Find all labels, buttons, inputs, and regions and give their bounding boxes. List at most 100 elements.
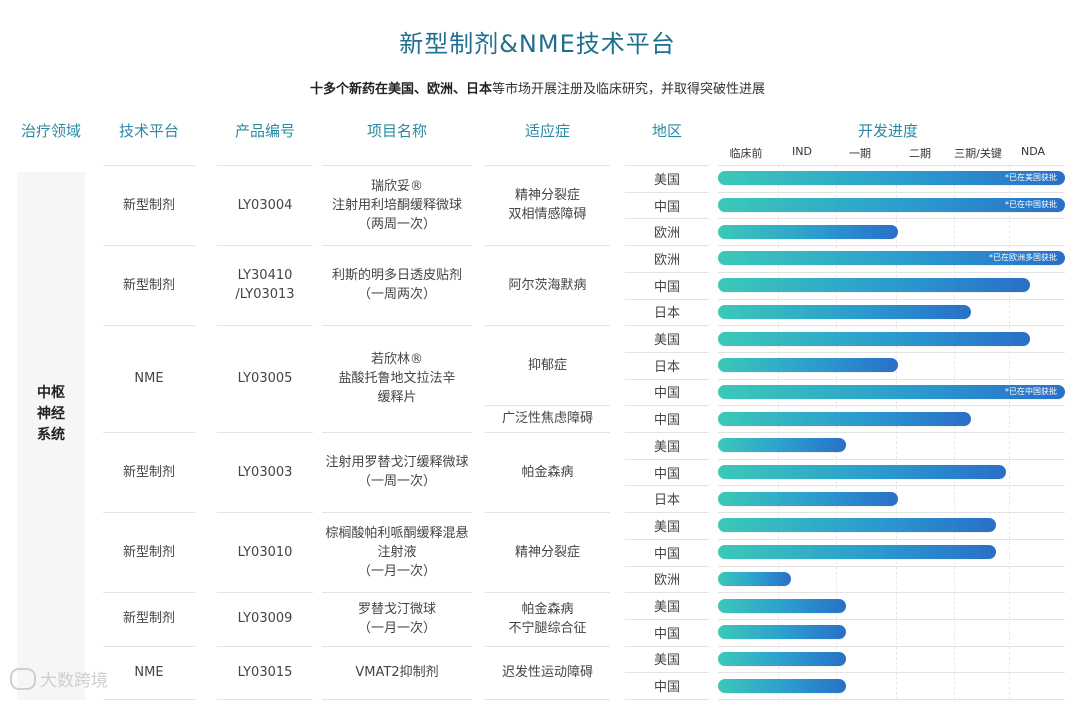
product-indication: 帕金森病 不宁腿综合征 — [508, 601, 587, 636]
region-label: 中国 — [653, 413, 680, 429]
header-platform: 技术平台 — [118, 122, 179, 140]
product-divider — [217, 512, 313, 514]
progress-bar: *已在欧洲多国获批 — [718, 251, 1065, 266]
approval-note: *已在中国获批 — [1005, 200, 1057, 210]
product-indication: 精神分裂症 双相情感障碍 — [508, 188, 587, 223]
stage-label: 二期 — [909, 147, 931, 160]
product-divider — [322, 592, 472, 594]
stage-label: IND — [792, 145, 812, 158]
region-row-divider — [625, 271, 709, 273]
bar-row-divider — [718, 538, 1065, 540]
bar-row-divider — [718, 191, 1065, 193]
product-platform: 新型制剂 — [122, 544, 175, 560]
product-platform: NME — [134, 371, 164, 387]
product-divider — [485, 645, 610, 647]
progress-bar: *已在中国获批 — [718, 198, 1065, 213]
region-row-divider — [625, 378, 709, 380]
product-code: LY03004 — [237, 197, 293, 213]
bar-row-divider — [718, 432, 1065, 433]
product-platform: 新型制剂 — [122, 277, 175, 293]
progress-bar — [718, 331, 1030, 346]
region-label: 中国 — [653, 279, 680, 295]
progress-bar: *已在美国获批 — [718, 171, 1065, 186]
product-divider — [103, 699, 195, 700]
product-divider — [485, 592, 610, 594]
product-divider — [322, 432, 472, 433]
product-platform: 新型制剂 — [122, 611, 175, 627]
stage-label: 一期 — [849, 147, 871, 160]
product-divider — [485, 245, 610, 247]
subtitle-highlight: 十多个新药在美国、欧洲、日本 — [309, 82, 492, 97]
header-region: 地区 — [651, 122, 682, 140]
region-row-divider — [625, 592, 709, 594]
region-label: 中国 — [653, 680, 680, 696]
product-name: 若欣林® 盐酸托鲁地文拉法辛 缓释片 — [338, 352, 456, 406]
region-label: 欧洲 — [653, 226, 680, 242]
region-label: 欧洲 — [653, 573, 680, 589]
progress-bar — [718, 598, 846, 613]
bar-row-divider — [718, 485, 1065, 487]
bar-row-divider — [718, 245, 1065, 247]
product-divider — [217, 592, 313, 594]
region-label: 中国 — [653, 199, 680, 215]
progress-bar — [718, 465, 1006, 480]
region-label: 美国 — [653, 653, 680, 669]
bar-row-divider — [718, 672, 1065, 674]
product-platform: NME — [134, 664, 164, 680]
bar-row-divider — [718, 271, 1065, 273]
region-label: 中国 — [653, 626, 680, 642]
bar-row-divider — [718, 298, 1065, 300]
watermark-text: 大数跨境 — [40, 671, 108, 691]
approval-note: *已在欧洲多国获批 — [989, 253, 1057, 263]
region-row-divider — [625, 458, 709, 460]
progress-bar — [718, 358, 898, 373]
page-title: 新型制剂&NME技术平台 — [399, 30, 676, 58]
stage-label: 三期/关键 — [954, 147, 1002, 160]
row-divider — [485, 165, 610, 166]
product-name: 瑞欣妥® 注射用利培酮缓释微球 （两周一次） — [331, 178, 462, 232]
region-label: 中国 — [653, 386, 680, 402]
progress-bar — [718, 518, 996, 533]
bar-row-divider — [718, 512, 1065, 514]
page-subtitle: 十多个新药在美国、欧洲、日本等市场开展注册及临床研究，并取得突破性进展 — [0, 78, 1075, 97]
stage-label: NDA — [1020, 145, 1046, 158]
region-row-divider — [625, 351, 709, 353]
bar-row-divider — [718, 325, 1065, 327]
region-row-divider — [625, 405, 709, 407]
bar-row-divider — [718, 405, 1065, 407]
header-name: 项目名称 — [366, 122, 427, 140]
product-divider — [485, 512, 610, 514]
bar-row-divider — [718, 165, 1065, 166]
product-indication: 精神分裂症 — [514, 544, 580, 560]
stage-label: 临床前 — [729, 147, 763, 160]
product-indication: 帕金森病 — [521, 464, 574, 480]
watermark: 大数跨境 — [10, 666, 108, 691]
product-divider — [322, 512, 472, 514]
region-row-divider — [625, 298, 709, 300]
approval-note: *已在美国获批 — [1005, 173, 1057, 183]
product-divider — [485, 699, 610, 700]
bar-row-divider — [718, 592, 1065, 594]
region-row-divider — [625, 432, 709, 433]
region-label: 日本 — [653, 359, 680, 375]
product-divider — [322, 699, 472, 700]
product-code: LY03005 — [237, 371, 293, 387]
progress-bar — [718, 625, 846, 640]
product-code: LY03010 — [237, 544, 293, 560]
region-label: 日本 — [653, 493, 680, 509]
product-divider — [322, 325, 472, 327]
product-code: LY03015 — [237, 664, 293, 680]
region-row-divider — [625, 618, 709, 620]
bar-row-divider — [718, 351, 1065, 353]
header-indication: 适应症 — [524, 122, 570, 140]
progress-bar — [718, 545, 996, 560]
product-platform: 新型制剂 — [122, 464, 175, 480]
region-row-divider — [625, 672, 709, 674]
product-divider — [103, 325, 195, 327]
progress-bar — [718, 678, 846, 693]
product-divider — [322, 645, 472, 647]
product-indication: 迟发性运动障碍 — [501, 664, 593, 680]
product-name: 罗替戈汀微球 （一月一次） — [357, 601, 436, 636]
product-divider — [217, 699, 313, 700]
row-divider — [103, 165, 195, 166]
